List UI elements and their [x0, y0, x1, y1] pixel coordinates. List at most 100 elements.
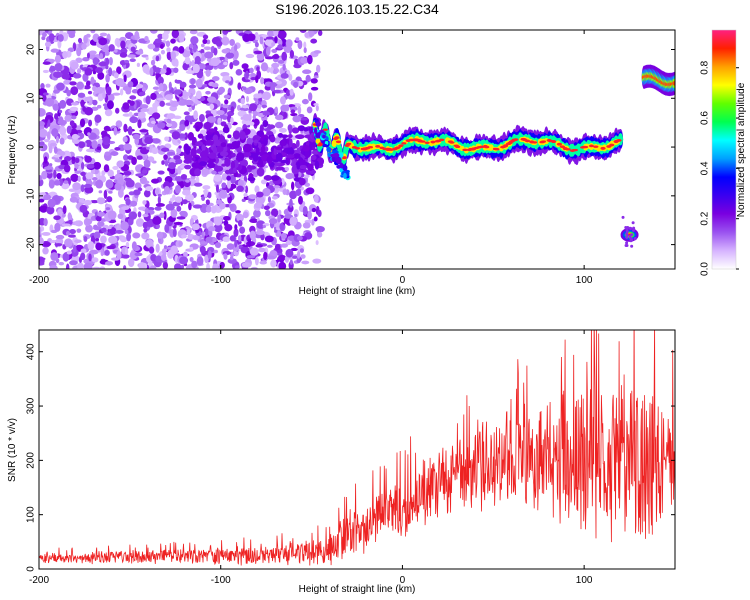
noise-speck — [171, 131, 181, 140]
noise-speck — [92, 70, 97, 75]
noise-speck — [277, 44, 283, 50]
noise-speck — [127, 125, 133, 136]
noise-speck — [215, 40, 223, 47]
noise-speck — [151, 112, 161, 120]
trace-segment — [420, 140, 426, 143]
noise-speck — [212, 134, 219, 142]
noise-speck — [247, 176, 256, 182]
noise-speck — [95, 242, 103, 251]
noise-speck — [184, 119, 190, 127]
noise-speck — [163, 30, 170, 35]
trace-segment — [424, 141, 430, 145]
noise-speck — [290, 112, 298, 117]
noise-speck — [215, 199, 223, 205]
noise-speck — [289, 190, 297, 200]
noise-speck — [287, 124, 293, 132]
noise-speck — [284, 214, 294, 219]
y-tick-label: 0 — [26, 144, 37, 150]
noise-speck — [72, 182, 81, 191]
noise-speck — [280, 104, 289, 112]
noise-speck — [84, 106, 94, 116]
noise-speck — [173, 89, 182, 95]
noise-speck — [54, 159, 63, 163]
noise-speck — [53, 146, 58, 154]
noise-speck — [301, 260, 310, 265]
noise-speck — [131, 156, 137, 166]
noise-speck — [181, 199, 188, 205]
noise-speck — [212, 146, 218, 155]
noise-speck — [194, 168, 201, 177]
noise-speck — [206, 162, 216, 169]
noise-speck — [310, 78, 318, 84]
noise-speck — [39, 205, 48, 213]
noise-speck — [44, 41, 52, 47]
noise-speck — [299, 30, 307, 33]
noise-speck — [281, 139, 286, 146]
trace-segment — [600, 146, 606, 150]
noise-speck — [129, 212, 133, 216]
noise-speck — [245, 70, 249, 80]
noise-speck — [137, 206, 148, 211]
noise-speck — [87, 90, 93, 95]
noise-speck — [218, 189, 228, 199]
noise-speck — [280, 96, 286, 105]
noise-speck — [145, 95, 151, 105]
noise-speck — [170, 100, 179, 108]
noise-speck — [313, 102, 319, 106]
noise-speck — [101, 227, 107, 233]
noise-speck — [270, 259, 277, 268]
noise-speck — [71, 156, 76, 161]
noise-speck — [179, 123, 186, 132]
noise-speck — [166, 47, 171, 53]
noise-speck — [98, 190, 103, 194]
noise-speck — [48, 145, 53, 154]
spectrogram-x-label: Height of straight line (km) — [299, 286, 416, 297]
noise-speck — [56, 172, 62, 180]
noise-speck — [85, 80, 91, 87]
noise-speck — [205, 110, 212, 115]
noise-speck — [110, 151, 119, 156]
noise-speck — [231, 140, 241, 149]
trace-tail — [326, 146, 332, 153]
noise-speck — [178, 45, 185, 54]
noise-speck — [273, 30, 279, 37]
noise-speck — [242, 211, 249, 219]
noise-speck — [145, 146, 150, 150]
noise-speck — [218, 56, 226, 61]
noise-speck — [159, 100, 165, 107]
noise-speck — [273, 185, 281, 189]
noise-speck — [83, 34, 88, 44]
noise-speck — [128, 111, 133, 117]
noise-speck — [48, 163, 53, 167]
noise-speck — [178, 240, 183, 247]
noise-speck — [248, 103, 258, 112]
noise-speck — [254, 256, 259, 266]
noise-speck — [104, 261, 114, 266]
noise-speck — [123, 170, 132, 176]
noise-speck — [43, 156, 48, 164]
noise-speck — [297, 39, 303, 50]
noise-speck — [278, 261, 287, 269]
noise-speck — [150, 120, 156, 125]
noise-speck — [290, 109, 296, 114]
noise-speck — [127, 81, 134, 88]
noise-speck — [72, 244, 77, 253]
noise-speck — [289, 49, 295, 59]
noise-speck — [39, 262, 45, 266]
noise-speck — [304, 182, 311, 187]
noise-speck — [159, 212, 165, 219]
noise-speck — [123, 143, 132, 151]
noise-speck — [191, 59, 195, 67]
noise-speck — [203, 65, 214, 71]
noise-speck — [204, 51, 214, 59]
noise-speck — [47, 119, 51, 127]
noise-speck — [164, 94, 174, 101]
noise-speck — [313, 75, 319, 79]
noise-speck — [113, 179, 118, 183]
noise-speck — [191, 157, 196, 161]
noise-speck — [157, 122, 166, 129]
noise-speck — [80, 248, 87, 254]
noise-speck — [260, 179, 267, 185]
trace-tail — [343, 172, 347, 180]
noise-speck — [151, 147, 159, 155]
